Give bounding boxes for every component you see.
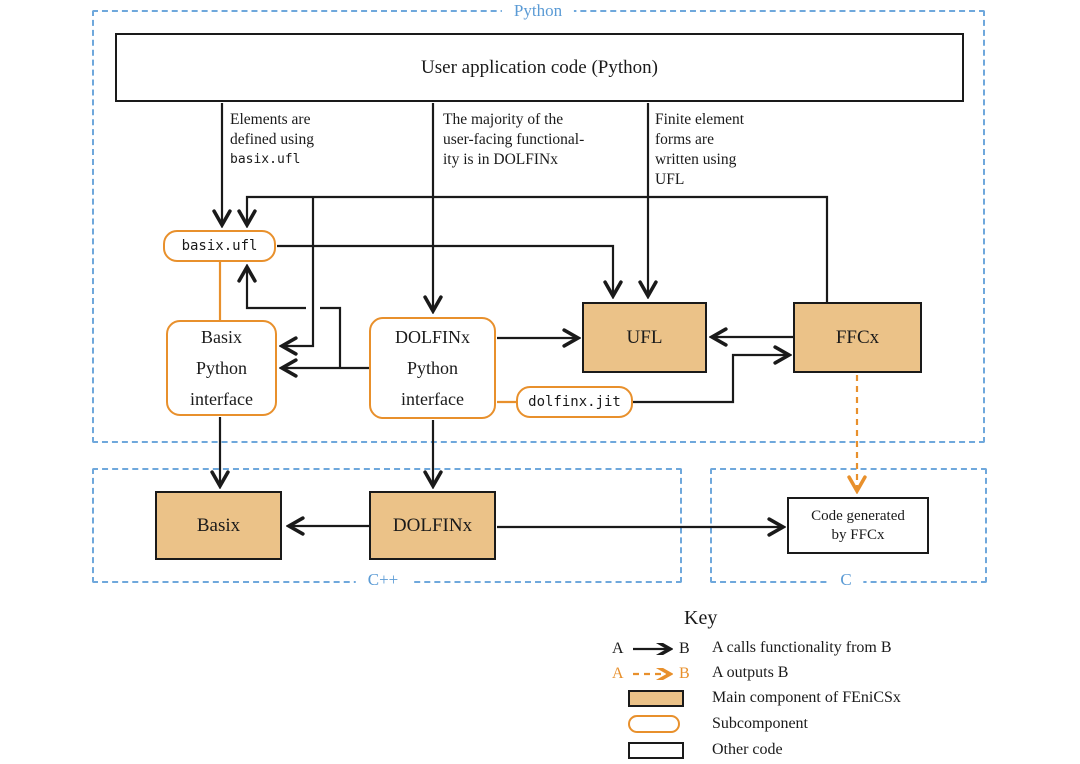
- annotation-ufl: Finite element forms are written using U…: [655, 110, 744, 190]
- node-label-line: interface: [190, 388, 253, 409]
- node-label-line: by FFCx: [831, 526, 885, 543]
- node-label-line: Basix: [200, 326, 242, 347]
- node-dolfinx-python-interface: DOLFINx Python interface: [369, 317, 496, 419]
- solid-arrow-icon: [633, 643, 675, 655]
- key-outputs-b: B: [679, 665, 690, 682]
- annotation-line: defined using: [230, 131, 314, 148]
- node-dolfinx-cpp: DOLFINx: [369, 491, 496, 560]
- node-ufl-label: UFL: [626, 326, 663, 348]
- node-label-line: Python: [195, 357, 247, 378]
- key-calls-b: B: [679, 640, 690, 657]
- node-dolfinx-cpp-label: DOLFINx: [392, 514, 473, 536]
- node-user-application-code-label: User application code (Python): [421, 56, 658, 78]
- annotation-line: Finite element: [655, 111, 745, 128]
- node-basix-python-interface: Basix Python interface: [166, 320, 277, 416]
- node-code-generated-by-ffcx: Code generated by FFCx: [787, 497, 929, 554]
- node-basix-cpp: Basix: [155, 491, 282, 560]
- annotation-dolfinx: The majority of the user-facing function…: [443, 110, 584, 170]
- key-calls-label: A calls functionality from B: [712, 639, 892, 656]
- node-ffcx-label: FFCx: [835, 326, 880, 348]
- cpp-region-label: C++: [355, 570, 411, 590]
- key-calls-a: A: [612, 640, 624, 657]
- node-user-application-code: User application code (Python): [115, 33, 964, 102]
- node-basix-cpp-label: Basix: [196, 514, 241, 536]
- annotation-line: user-facing functional-: [443, 131, 585, 148]
- annotation-line: The majority of the: [443, 111, 564, 128]
- annotation-line: UFL: [655, 171, 685, 188]
- annotation-line: Elements are: [230, 111, 311, 128]
- node-dolfinx-jit: dolfinx.jit: [516, 386, 633, 418]
- node-ffcx: FFCx: [793, 302, 922, 373]
- annotation-line: forms are: [655, 131, 714, 148]
- node-label-line: Code generated: [811, 507, 905, 524]
- python-region-label: Python: [501, 1, 575, 21]
- dashed-arrow-icon: [633, 668, 675, 680]
- annotation-line: ity is in DOLFINx: [443, 151, 558, 168]
- c-region-label: C: [828, 570, 864, 590]
- subcomponent-swatch-icon: [628, 715, 680, 733]
- node-basix-ufl-label: basix.ufl: [181, 238, 258, 254]
- key-outputs-a: A: [612, 665, 624, 682]
- node-label-line: Python: [406, 357, 458, 378]
- annotation-line: written using: [655, 151, 737, 168]
- key-other-code-label: Other code: [712, 741, 783, 758]
- node-basix-ufl: basix.ufl: [163, 230, 276, 262]
- node-label-line: DOLFINx: [395, 326, 470, 347]
- other-code-swatch-icon: [628, 742, 684, 759]
- annotation-basix-ufl: Elements are defined using basix.ufl: [230, 110, 314, 170]
- node-dolfinx-jit-label: dolfinx.jit: [528, 394, 621, 410]
- key-subcomponent-label: Subcomponent: [712, 715, 808, 732]
- node-ufl: UFL: [582, 302, 707, 373]
- key-title: Key: [684, 607, 718, 629]
- annotation-code: basix.ufl: [230, 152, 301, 167]
- key-main-component-label: Main component of FEniCSx: [712, 689, 901, 706]
- main-component-swatch-icon: [628, 690, 684, 707]
- key-outputs-label: A outputs B: [712, 664, 789, 681]
- node-label-line: interface: [401, 388, 464, 409]
